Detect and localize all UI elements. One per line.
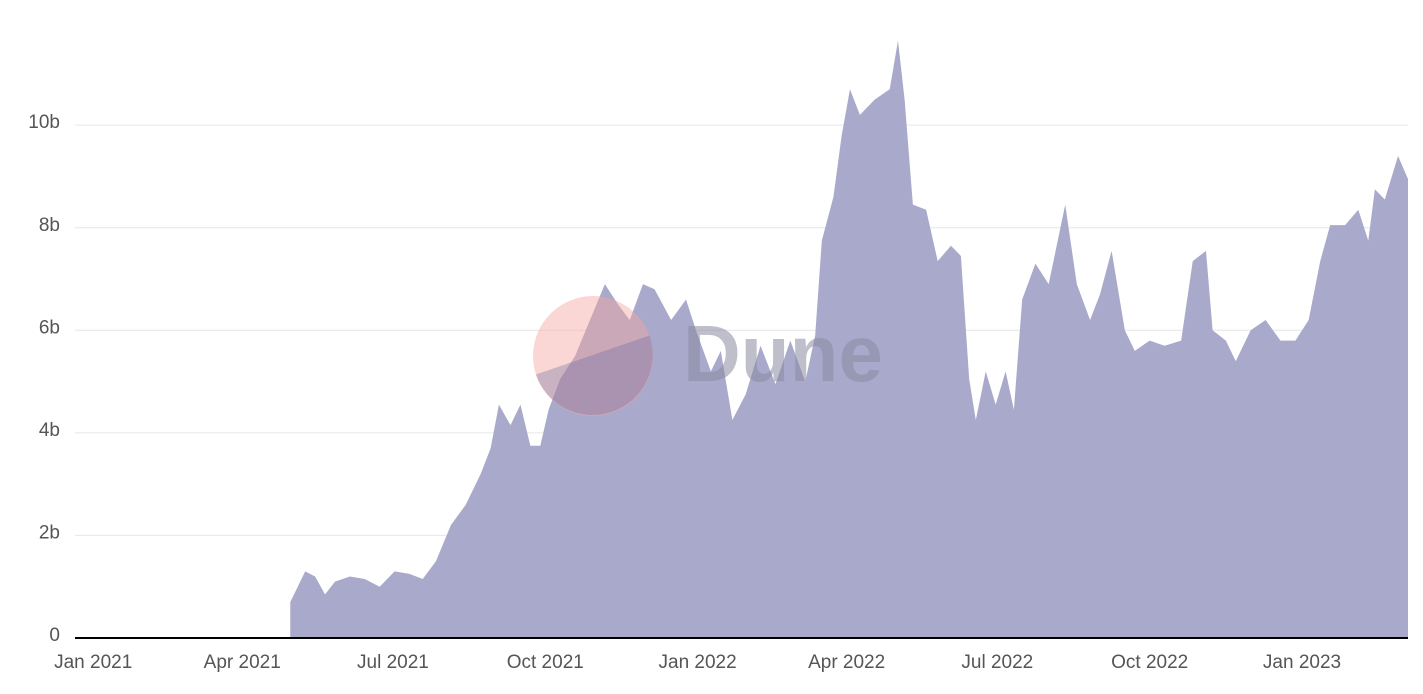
y-tick-label: 10b <box>28 112 60 133</box>
watermark-logo <box>533 296 653 416</box>
x-tick-label: Jul 2022 <box>961 652 1033 673</box>
plot <box>290 40 1408 639</box>
watermark-logo-part <box>535 335 653 416</box>
x-tick-label: Jul 2021 <box>357 652 429 673</box>
x-tick-label: Apr 2022 <box>808 652 885 673</box>
area <box>290 40 1408 639</box>
x-tick-label: Jan 2021 <box>54 652 132 673</box>
x-tick-label: Oct 2022 <box>1111 652 1188 673</box>
watermark-text: Dune <box>683 309 883 398</box>
y-tick-label: 0 <box>49 625 60 646</box>
x-tick-label: Oct 2021 <box>507 652 584 673</box>
y-tick-label: 4b <box>39 420 60 441</box>
x-tick-label: Jan 2023 <box>1263 652 1341 673</box>
x-tick-label: Jan 2022 <box>659 652 737 673</box>
y-tick-label: 6b <box>39 317 60 338</box>
y-tick-label: 2b <box>39 522 60 543</box>
y-tick-label: 8b <box>39 215 60 236</box>
x-tick-label: Apr 2021 <box>204 652 281 673</box>
watermark: Dune <box>533 296 883 416</box>
